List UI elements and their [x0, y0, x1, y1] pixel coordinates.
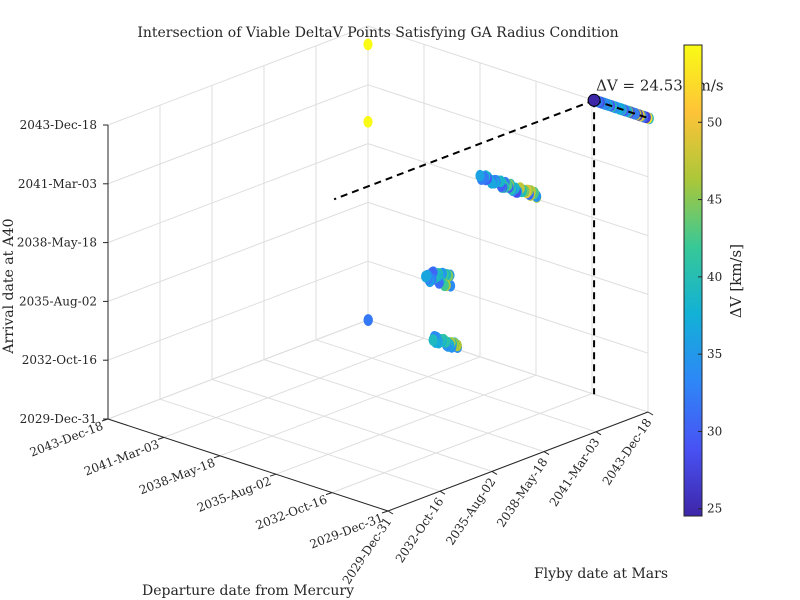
colorbar-tick-label: 45 [707, 193, 722, 207]
z-tick-label: 2032-Oct-16 [22, 353, 97, 367]
grid-line [367, 319, 649, 413]
x-tick [381, 510, 389, 514]
colorbar: 25 30 35 40 45 50 [683, 44, 722, 517]
grid-line [159, 398, 441, 492]
grid-line [107, 260, 369, 361]
z-tick-label: 2035-Aug-02 [19, 294, 97, 308]
annotation-label: ΔV = 24.53 km/s [596, 76, 724, 94]
annotation: ΔV = 24.53 km/s [333, 76, 724, 395]
grid-line [367, 201, 649, 295]
grid-line [331, 393, 593, 494]
x-axis-line [107, 418, 389, 512]
y-tick-label: 2038-May-18 [494, 455, 550, 529]
y-axis-label: Flyby date at Mars [534, 566, 668, 582]
grid-line [263, 359, 545, 453]
x-tick [213, 455, 221, 459]
data-point [363, 116, 373, 128]
grid-line [107, 319, 369, 420]
x-tick [269, 473, 277, 477]
data-point [363, 38, 373, 51]
colorbar-tick-label: 50 [707, 115, 722, 129]
data-point [363, 314, 373, 326]
z-tick-label: 2038-May-18 [17, 236, 97, 250]
y-tick [439, 490, 446, 495]
colorbar-tick-label: 35 [707, 347, 722, 361]
minimum-point [587, 93, 601, 107]
z-tick-label: 2029-Dec-31 [20, 412, 97, 426]
grid-line [219, 356, 481, 457]
data-point [421, 270, 431, 283]
z-axis-label: Arrival date at A40 [1, 218, 17, 354]
y-tick-label: 2043-Dec-18 [600, 416, 655, 488]
y-tick [491, 470, 498, 475]
colorbar-tick-label: 25 [707, 502, 722, 516]
y-axis-line [387, 411, 649, 512]
guide-line-flyby [593, 99, 649, 119]
grid [107, 25, 649, 512]
colorbar-tick-label: 40 [707, 270, 722, 284]
axes: 2029-Dec-312032-Oct-162035-Aug-022038-Ma… [17, 118, 655, 587]
y-tick [543, 451, 550, 456]
z-tick-label: 2043-Dec-18 [20, 118, 97, 132]
x-tick-label: 2041-Mar-03 [82, 437, 161, 478]
grid-line [107, 84, 369, 185]
y-tick [387, 510, 394, 515]
x-tick-label: 2038-May-18 [137, 456, 217, 498]
x-tick [157, 436, 165, 440]
grid-line [107, 201, 369, 302]
y-tick-label: 2041-Mar-03 [547, 436, 603, 509]
colorbar-label: ΔV [km/s] [727, 244, 745, 318]
grid-line [107, 25, 369, 126]
grid-line [107, 143, 369, 244]
grid-line [315, 339, 597, 433]
x-axis-label: Departure date from Mercury [142, 583, 354, 599]
x-tick-label: 2035-Aug-02 [195, 474, 273, 515]
x-tick [325, 492, 333, 496]
y-tick-label: 2035-Aug-02 [443, 475, 498, 547]
grid-line [211, 378, 493, 472]
guide-line-departure [333, 99, 595, 201]
data-point [428, 334, 438, 346]
y-tick [647, 411, 654, 416]
chart-title: Intersection of Viable DeltaV Points Sat… [137, 25, 618, 41]
grid-line [367, 260, 649, 354]
z-tick-label: 2041-Mar-03 [18, 177, 97, 191]
grid-line [163, 337, 425, 438]
x-tick-label: 2032-Oct-16 [254, 492, 329, 532]
grid-line [367, 84, 649, 178]
colorbar-gradient [683, 44, 703, 517]
y-tick [595, 431, 602, 436]
colorbar-tick-label: 30 [707, 424, 722, 438]
data-point [475, 169, 485, 182]
grid-line [275, 374, 537, 475]
